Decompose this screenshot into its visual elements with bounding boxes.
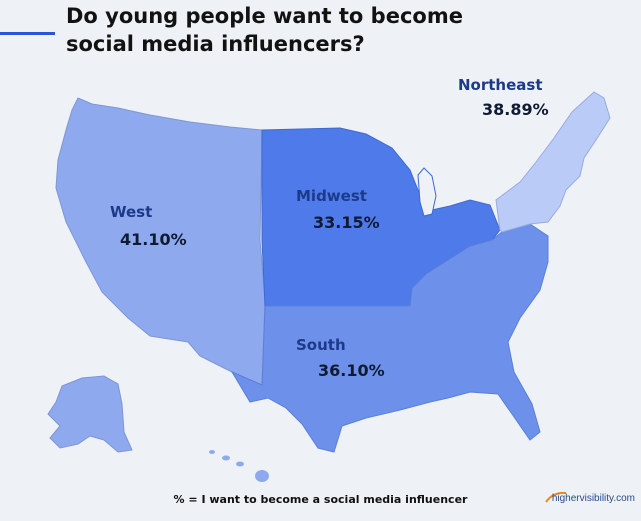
midwest-value: 33.15% <box>313 213 380 232</box>
region-northeast-shape[interactable] <box>495 91 611 233</box>
hawaii-island <box>255 470 269 482</box>
west-value: 41.10% <box>120 230 187 249</box>
legend-note: % = I want to become a social media infl… <box>173 493 468 506</box>
brand-logo-text: highervisibility.com <box>551 493 635 504</box>
northeast-value: 38.89% <box>482 100 549 119</box>
west-label: West <box>110 203 153 221</box>
south-label: South <box>296 336 346 354</box>
lake-michigan <box>417 167 437 217</box>
brand-swoosh-icon <box>545 491 567 503</box>
region-south-shape[interactable] <box>230 223 549 453</box>
region-west-shape[interactable] <box>55 97 266 386</box>
hawaii-island <box>209 450 215 454</box>
hawaii-island <box>236 461 244 467</box>
hawaii-island <box>222 455 230 461</box>
northeast-label: Northeast <box>458 76 543 94</box>
title-accent-line <box>0 32 55 35</box>
alaska-shape[interactable] <box>47 375 133 453</box>
south-value: 36.10% <box>318 361 385 380</box>
page-title: Do young people want to become social me… <box>66 4 463 56</box>
midwest-label: Midwest <box>296 187 367 205</box>
